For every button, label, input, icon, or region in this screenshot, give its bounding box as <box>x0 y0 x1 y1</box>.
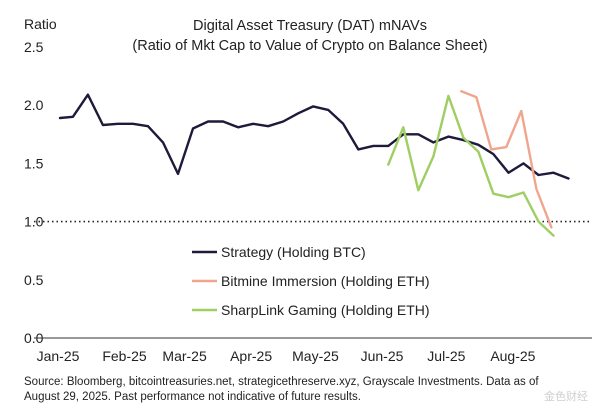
x-tick-label: Jul-25 <box>427 348 465 364</box>
source-line-2: August 29, 2025. Past performance not in… <box>24 391 361 403</box>
chart-title: Digital Asset Treasury (DAT) mNAVs <box>193 18 427 34</box>
series-line-sharplink-gaming <box>387 94 555 237</box>
legend-label-sharplink-gaming: SharpLink Gaming (Holding ETH) <box>221 302 430 318</box>
series-line-bitmine-immersion <box>460 89 553 229</box>
x-tick-label: May-25 <box>292 348 339 364</box>
x-tick-label: Apr-25 <box>230 348 272 364</box>
x-tick-label: Aug-25 <box>490 348 535 364</box>
legend-label-bitmine-immersion: Bitmine Immersion (Holding ETH) <box>221 273 430 289</box>
x-tick-label: Feb-25 <box>102 348 147 364</box>
legend-label-strategy: Strategy (Holding BTC) <box>221 244 366 260</box>
x-tick-label: Jun-25 <box>361 348 404 364</box>
y-tick-label: 2.5 <box>24 39 44 55</box>
x-tick-label: Mar-25 <box>162 348 207 364</box>
source-line-1: Source: Bloomberg, bitcointreasuries.net… <box>24 376 539 388</box>
chart-subtitle: (Ratio of Mkt Cap to Value of Crypto on … <box>132 38 487 54</box>
x-tick-label: Jan-25 <box>37 348 80 364</box>
watermark: 金色财经 <box>544 389 588 403</box>
series-line-strategy <box>58 93 570 180</box>
y-tick-label: 1.5 <box>24 155 44 171</box>
y-tick-label: 1.0 <box>24 214 44 230</box>
y-tick-label: 2.0 <box>24 97 44 113</box>
y-tick-label: 0.5 <box>24 272 44 288</box>
y-axis-label: Ratio <box>24 16 57 32</box>
y-tick-label: 0.0 <box>24 330 44 346</box>
